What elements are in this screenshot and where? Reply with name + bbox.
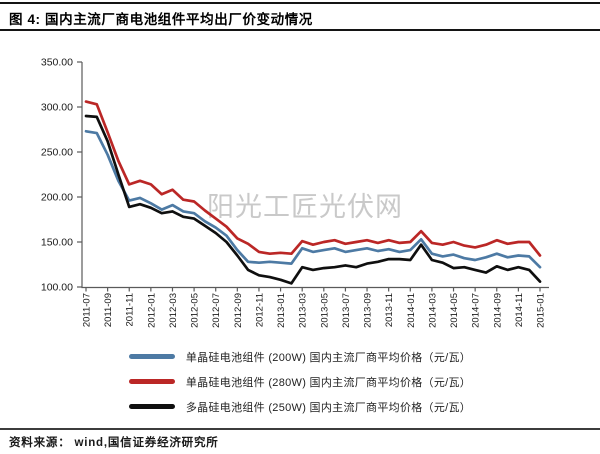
x-tick-label: 2011-11 — [125, 293, 136, 326]
series-line-mono-280w — [84, 100, 542, 257]
legend-item-mono-280w: 单晶硅电池组件 (280W) 国内主流厂商平均价格（元/瓦） — [128, 369, 472, 394]
source-note: 资料来源： wind,国信证券经济研究所 — [9, 437, 219, 449]
x-tick-label: 2013-01 — [276, 293, 287, 328]
top-rule — [0, 2, 600, 4]
y-tick-label: 150.00 — [41, 237, 73, 249]
x-tick-label: 2014-09 — [492, 293, 503, 328]
y-tick-label: 300.00 — [41, 102, 73, 114]
x-tick-label: 2014-11 — [514, 293, 525, 327]
footer-rule — [0, 428, 600, 430]
legend-line-swatch-red — [128, 379, 175, 384]
chart-svg: 100.00 150.00 200.00 250.00 300.00 350.00 2011… — [41, 57, 549, 328]
axis-lines — [81, 62, 549, 289]
x-tick-label: 2014-03 — [427, 293, 438, 328]
legend-item-mono-200w: 单晶硅电池组件 (200W) 国内主流厂商平均价格（元/瓦） — [128, 344, 472, 369]
x-tick-label: 2012-09 — [233, 293, 244, 328]
x-tick-label: 2012-07 — [211, 293, 222, 328]
y-tick-label: 200.00 — [41, 192, 73, 204]
x-tick-label: 2011-07 — [82, 293, 93, 327]
x-tick-label: 2013-09 — [363, 293, 374, 328]
x-tick-label: 2011-09 — [103, 293, 114, 327]
legend-line-swatch-blue — [128, 354, 175, 359]
x-tick-label: 2013-11 — [384, 293, 395, 327]
x-tick-label: 2014-07 — [471, 293, 482, 328]
chart-legend: 单晶硅电池组件 (200W) 国内主流厂商平均价格（元/瓦） 单晶硅电池组件 (… — [0, 344, 600, 419]
x-tick-label: 2013-05 — [319, 293, 330, 328]
title-rule — [0, 29, 600, 31]
series-line-mono-200w — [84, 129, 542, 269]
legend-item-poly-250w: 多晶硅电池组件 (250W) 国内主流厂商平均价格（元/瓦） — [128, 394, 472, 419]
x-tick-label: 2013-03 — [298, 293, 309, 328]
x-tick-label: 2014-05 — [449, 293, 460, 328]
y-tick-label: 350.00 — [41, 57, 73, 69]
legend-label: 多晶硅电池组件 (250W) 国内主流厂商平均价格（元/瓦） — [185, 401, 472, 414]
watermark: 阳光工匠光伏网 — [207, 192, 403, 222]
x-tick-label: 2015-01 — [536, 293, 547, 328]
x-tick-label: 2012-05 — [190, 293, 201, 328]
legend-line-swatch-black — [128, 404, 175, 409]
x-tick-label: 2012-03 — [168, 293, 179, 328]
y-tick-label: 100.00 — [41, 282, 73, 294]
x-tick-label: 2012-01 — [146, 293, 157, 328]
legend-label: 单晶硅电池组件 (200W) 国内主流厂商平均价格（元/瓦） — [185, 351, 472, 364]
x-tick-label: 2014-01 — [406, 293, 417, 328]
x-tick-label: 2012-11 — [254, 293, 265, 327]
x-tick-label: 2013-07 — [341, 293, 352, 328]
y-tick-label: 250.00 — [41, 147, 73, 159]
chart-area: 阳光工匠光伏网 100.00 150.00 200.00 250.00 300.00 35… — [0, 32, 600, 342]
legend-label: 单晶硅电池组件 (280W) 国内主流厂商平均价格（元/瓦） — [185, 376, 472, 389]
figure-title: 图 4: 国内主流厂商电池组件平均出厂价变动情况 — [9, 12, 313, 27]
series-line-poly-250w — [84, 114, 542, 285]
